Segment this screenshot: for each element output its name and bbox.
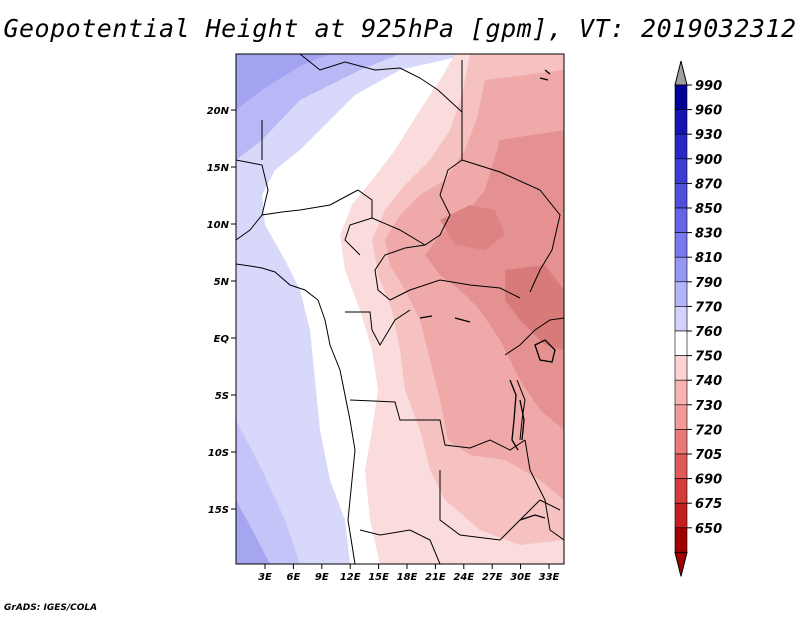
colorbar-swatch [674,355,688,381]
lon-label: 6E [287,572,301,583]
lat-label: EQ [214,334,230,345]
colorbar-label: 850 [695,202,722,217]
colorbar-label: 770 [695,300,722,315]
contour-fill-sw-blue [236,420,300,564]
colorbar-label: 810 [695,251,722,266]
lon-label: 18E [397,572,418,583]
colorbar-swatch [674,502,688,529]
colorbar-label: 900 [695,153,722,168]
colorbar-swatch [674,478,688,504]
grads-credit: GrADS: IGES/COLA [4,603,98,613]
colorbar-swatch [674,109,688,135]
colorbar-swatch [674,306,688,332]
colorbar-label: 830 [695,227,722,242]
lat-label: 20N [207,106,230,117]
colorbar-swatch [674,133,688,160]
lon-label: 24E [453,572,474,583]
colorbar-label: 930 [695,128,722,143]
colorbar-swatch [674,429,688,455]
colorbar-swatch [674,84,688,110]
colorbar: 990 960 930 900 870 850 830 810 790 770 760 750 740 7… [674,60,722,577]
contour-fill-deepest-pink [505,265,564,350]
colorbar-swatch [674,207,688,233]
colorbar-label: 790 [695,276,722,291]
colorbar-swatch [674,379,688,406]
lon-label: 9E [315,572,329,583]
colorbar-label: 720 [695,423,722,438]
colorbar-label: 750 [695,350,722,365]
lon-label: 12E [340,572,361,583]
colorbar-bottom-arrow [674,551,688,577]
map-panel [236,54,564,564]
lat-axis: 20N 15N 10N 5N EQ 5S 10S 15S [207,106,236,516]
contour-fill-sw-deep-blue [236,500,270,564]
colorbar-top-arrow [674,60,688,86]
lakes [419,69,556,521]
colorbar-label: 870 [695,177,722,192]
colorbar-swatch [674,232,688,258]
colorbar-label: 960 [695,104,722,119]
lat-label: 5S [215,391,229,402]
colorbar-swatch [674,183,688,209]
lat-label: 15N [207,163,230,174]
lon-label: 15E [368,572,389,583]
lon-axis: 3E 6E 9E 12E 15E 18E 21E 24E 27E 30E 33E [258,564,560,583]
lat-label: 5N [214,277,230,288]
lon-label: 3E [258,572,272,583]
lon-label: 21E [425,572,446,583]
country-borders [236,54,564,564]
colorbar-label: 730 [695,399,722,414]
map-frame [235,53,565,565]
map-title: Geopotential Height at 925hPa [gpm], VT:… [3,14,797,43]
lon-label: 27E [482,572,503,583]
colorbar-swatch [674,256,688,283]
colorbar-swatch [674,527,688,553]
contour-fill-deep-pink [425,130,564,430]
contour-fill-nw-deep-blue [236,54,330,110]
colorbar-swatch [674,158,688,184]
lon-label: 33E [539,572,560,583]
colorbar-swatch [674,404,688,430]
colorbar-swatch [674,453,688,479]
lon-label: 30E [510,572,531,583]
colorbar-label: 705 [695,448,722,463]
colorbar-swatch [674,330,688,356]
colorbar-label: 740 [695,374,722,389]
colorbar-swatch [674,281,688,307]
lat-label: 10N [207,220,230,231]
colorbar-label: 760 [695,325,722,340]
contour-fill-core-pink [440,205,505,250]
lat-label: 15S [208,505,229,516]
colorbar-label: 990 [695,79,722,94]
lat-label: 10S [208,448,229,459]
colorbar-label: 675 [695,497,722,512]
colorbar-label: 650 [695,522,722,537]
colorbar-label: 690 [695,473,722,488]
